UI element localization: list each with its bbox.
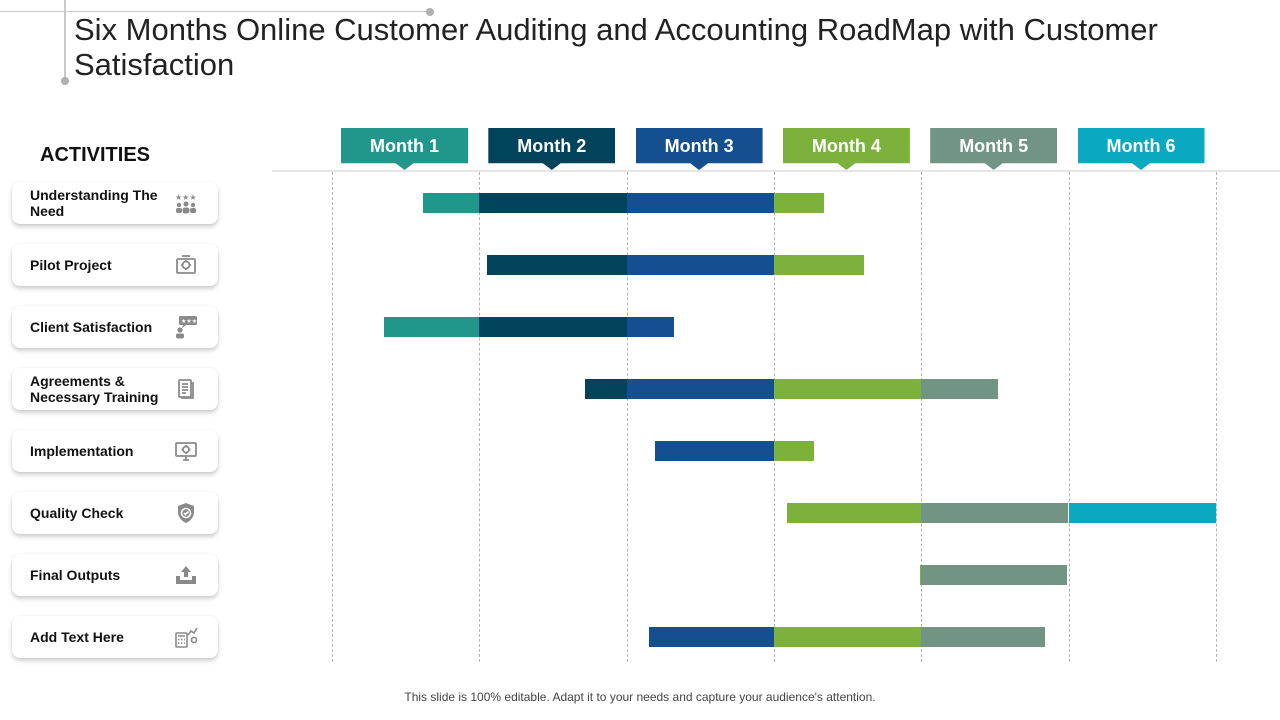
- monitor-gear-icon: [174, 439, 198, 463]
- gantt-bar-segment: [423, 193, 480, 213]
- gantt-bar-segment: [921, 627, 1045, 647]
- month-header: Month 3: [635, 128, 763, 170]
- gantt-bar-segment: [921, 565, 1067, 585]
- gantt-bar-segment: [919, 565, 922, 585]
- gantt-bar-segment: [654, 441, 774, 461]
- upload-tray-icon: [174, 563, 198, 587]
- gantt-bar-segment: [773, 255, 864, 275]
- decorative-dot: [61, 77, 69, 85]
- month-gridline: [626, 172, 628, 662]
- month-header: Month 5: [930, 128, 1058, 170]
- gantt-bar-segment: [585, 379, 627, 399]
- people-rating-icon: ★★★: [174, 191, 198, 215]
- gantt-bar-segment: [773, 193, 824, 213]
- month-gridline: [921, 172, 923, 662]
- gantt-bar-segment: [773, 379, 922, 399]
- activity-card: Client Satisfaction ★★★: [12, 306, 218, 348]
- svg-text:★★★: ★★★: [175, 193, 197, 202]
- feedback-user-icon: ★★★: [174, 315, 198, 339]
- activity-card: Pilot Project: [12, 244, 218, 286]
- month-header: Month 6: [1077, 128, 1205, 170]
- decorative-horizontal-line: [0, 11, 430, 12]
- month-header: Month 4: [782, 128, 910, 170]
- footer-note: This slide is 100% editable. Adapt it to…: [404, 690, 876, 704]
- activity-label: Client Satisfaction: [30, 319, 153, 335]
- shield-check-icon: [174, 501, 198, 525]
- decorative-vertical-line: [64, 0, 66, 80]
- gantt-bar-segment: [479, 193, 627, 213]
- activity-card: Quality Check: [12, 492, 218, 534]
- activity-card: Understanding The Need ★★★: [12, 182, 218, 224]
- activity-label: Final Outputs: [30, 567, 121, 583]
- gantt-bar-segment: [773, 441, 814, 461]
- project-gear-icon: [174, 253, 198, 277]
- gantt-bar-segment: [773, 627, 922, 647]
- activity-label: Add Text Here: [30, 629, 124, 645]
- activity-card: Add Text Here: [12, 616, 218, 658]
- document-icon: [174, 377, 198, 401]
- activity-label: Implementation: [30, 443, 134, 459]
- activity-label: Pilot Project: [30, 257, 112, 273]
- month-gridline: [1068, 172, 1070, 662]
- calculator-chart-icon: [174, 625, 198, 649]
- gantt-bar-segment: [486, 255, 627, 275]
- activity-label: Understanding The Need: [30, 187, 158, 219]
- gantt-bar-segment: [626, 317, 674, 337]
- gantt-bar-segment: [787, 503, 922, 523]
- month-gridline: [1215, 172, 1217, 662]
- timeline-header-line: [272, 170, 1280, 172]
- decorative-dot: [426, 8, 434, 16]
- activities-heading: ACTIVITIES: [40, 144, 151, 166]
- gantt-bar-segment: [1068, 503, 1216, 523]
- svg-text:★★★: ★★★: [181, 318, 197, 325]
- gantt-bar-segment: [626, 255, 774, 275]
- activity-card: Final Outputs: [12, 554, 218, 596]
- month-gridline: [332, 172, 333, 662]
- activity-label: Agreements & Necessary Training: [30, 373, 159, 405]
- gantt-bar-segment: [383, 317, 480, 337]
- gantt-bar-segment: [648, 627, 774, 647]
- gantt-bar-segment: [626, 379, 774, 399]
- month-gridline: [773, 172, 775, 662]
- gantt-bar-segment: [921, 379, 998, 399]
- month-header: Month 1: [341, 128, 468, 170]
- activity-card: Implementation: [12, 430, 218, 472]
- gantt-bar-segment: [626, 193, 774, 213]
- month-gridline: [479, 172, 481, 662]
- month-header: Month 2: [488, 128, 616, 170]
- slide-title: Six Months Online Customer Auditing and …: [74, 12, 1158, 82]
- activity-card: Agreements & Necessary Training: [12, 368, 218, 410]
- gantt-bar-segment: [921, 503, 1069, 523]
- gantt-bar-segment: [479, 317, 627, 337]
- activity-label: Quality Check: [30, 505, 124, 521]
